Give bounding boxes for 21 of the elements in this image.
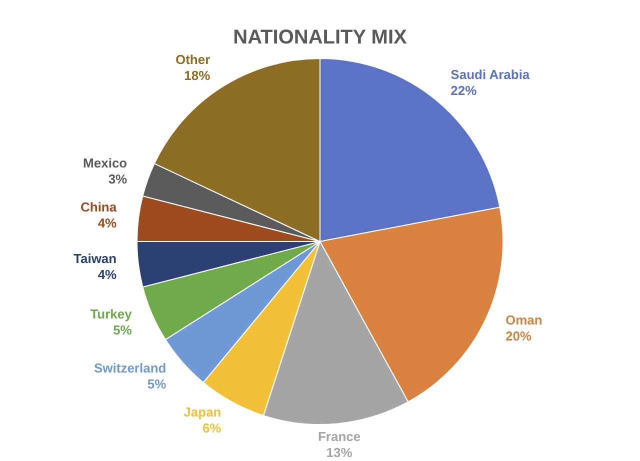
slice-label: Saudi Arabia (450, 67, 530, 82)
slice-label: Japan (184, 404, 222, 420)
data-label: 22% (450, 83, 478, 98)
slice-label: Mexico (83, 156, 128, 171)
data-label: 20% (505, 328, 532, 344)
slice-label: China (80, 199, 118, 214)
slice-label: Oman (505, 312, 542, 328)
data-label: 3% (108, 172, 128, 187)
data-label: 6% (202, 420, 222, 436)
slice-label: Switzerland (94, 360, 166, 376)
data-label: 4% (98, 266, 118, 282)
data-label: 5% (113, 322, 132, 338)
slice-label: Turkey (90, 306, 133, 322)
slice-label: France (318, 429, 361, 444)
data-label: 18% (184, 68, 211, 83)
data-label: 5% (147, 376, 167, 392)
slice-label: Other (175, 52, 210, 67)
data-label: 4% (98, 215, 118, 230)
data-label: 13% (326, 445, 353, 460)
slice-label: Taiwan (74, 250, 117, 266)
chart-title: NATIONALITY MIX (233, 26, 408, 49)
